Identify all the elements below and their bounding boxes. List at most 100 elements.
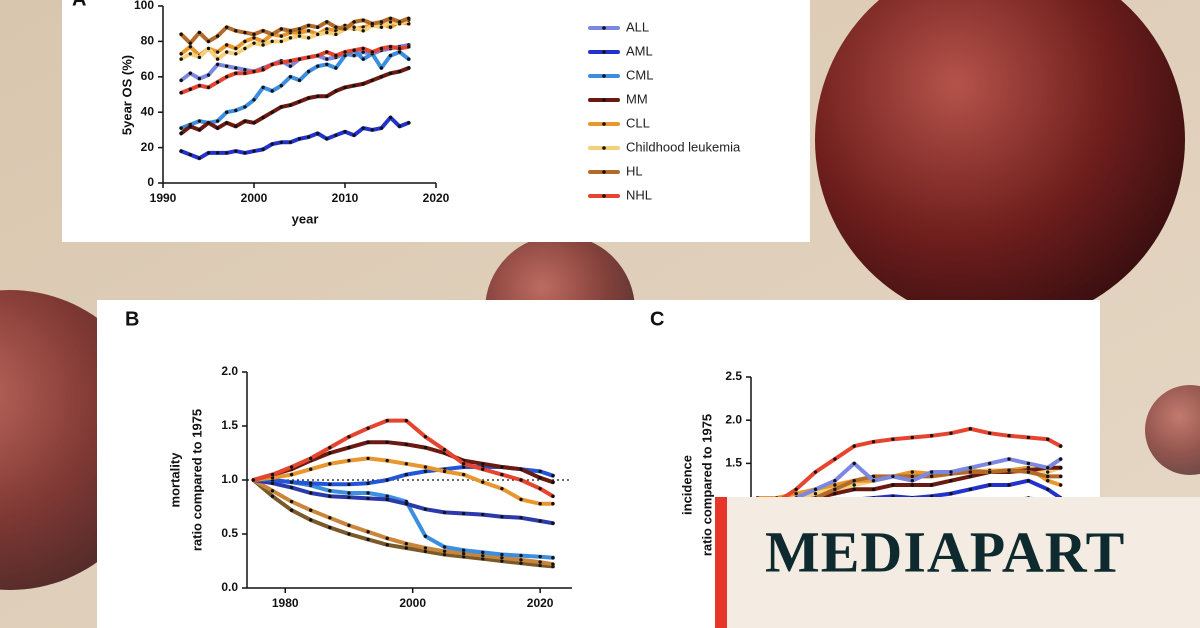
- legend-label: Childhood leukemia: [626, 139, 741, 154]
- data-point: [407, 16, 411, 21]
- data-point: [325, 57, 329, 61]
- data-point: [252, 41, 256, 45]
- data-point: [987, 470, 992, 474]
- data-point: [461, 548, 466, 552]
- data-point: [234, 71, 238, 75]
- data-point: [852, 461, 856, 466]
- data-point: [379, 126, 384, 130]
- panel-label: C: [650, 308, 664, 330]
- data-point: [361, 82, 365, 86]
- data-point: [1046, 466, 1050, 470]
- data-point: [538, 486, 542, 491]
- data-point: [366, 440, 370, 444]
- data-point: [500, 465, 504, 469]
- data-point: [261, 147, 265, 152]
- data-point: [423, 534, 428, 538]
- data-point: [852, 478, 856, 483]
- data-point: [197, 55, 202, 60]
- data-point: [538, 519, 542, 523]
- data-point: [188, 52, 192, 56]
- data-point: [347, 491, 351, 495]
- data-point: [833, 491, 837, 496]
- data-point: [270, 89, 274, 93]
- data-point: [379, 25, 384, 29]
- logo-block: MEDIAPART: [715, 497, 1200, 628]
- y-tick-label: 1.5: [221, 418, 238, 432]
- data-point: [929, 474, 934, 479]
- data-point: [551, 502, 555, 506]
- data-point: [225, 25, 229, 29]
- data-point: [334, 66, 338, 70]
- data-point: [261, 85, 265, 90]
- data-point: [361, 46, 365, 51]
- data-point: [289, 485, 294, 490]
- data-point: [252, 69, 256, 74]
- data-point: [316, 131, 320, 136]
- data-point: [234, 29, 238, 33]
- data-point: [188, 152, 192, 157]
- data-point: [243, 68, 247, 72]
- data-point: [1058, 457, 1063, 461]
- data-point: [366, 491, 370, 495]
- data-point: [388, 25, 393, 29]
- data-point: [423, 435, 428, 439]
- series-line: [179, 48, 411, 131]
- data-point: [179, 32, 183, 37]
- data-point: [270, 39, 274, 44]
- data-point: [289, 465, 294, 469]
- data-point: [385, 478, 389, 482]
- legend-label: CML: [626, 67, 653, 82]
- data-point: [197, 156, 202, 160]
- data-point: [461, 554, 466, 559]
- data-point: [538, 469, 542, 474]
- data-point: [929, 483, 934, 487]
- data-point: [309, 481, 313, 485]
- data-point: [197, 119, 202, 123]
- data-point: [252, 32, 256, 37]
- data-point: [442, 549, 447, 553]
- data-point: [243, 39, 247, 44]
- data-point: [279, 60, 283, 65]
- data-point: [297, 34, 302, 38]
- data-point: [261, 115, 265, 120]
- data-point: [1046, 437, 1050, 441]
- data-point: [261, 43, 265, 47]
- data-point: [352, 48, 356, 52]
- data-point: [343, 50, 347, 54]
- data-point: [891, 483, 895, 487]
- data-point: [343, 129, 347, 134]
- legend-label: CLL: [626, 115, 650, 130]
- data-point: [328, 451, 332, 455]
- data-point: [279, 140, 283, 144]
- data-point: [234, 52, 238, 56]
- data-point: [442, 545, 447, 549]
- data-point: [206, 46, 211, 51]
- data-point: [215, 50, 220, 54]
- data-point: [538, 502, 542, 506]
- data-point: [297, 137, 302, 141]
- data-point: [288, 140, 293, 144]
- data-point: [334, 133, 338, 137]
- legend-dot: [602, 170, 606, 174]
- data-point: [234, 149, 238, 153]
- data-point: [325, 137, 329, 141]
- data-point: [366, 530, 370, 534]
- data-point: [388, 115, 393, 120]
- panel-label: B: [125, 308, 139, 330]
- data-point: [179, 52, 183, 56]
- data-point: [361, 57, 365, 61]
- data-point: [215, 119, 220, 123]
- data-point: [309, 508, 313, 512]
- data-point: [261, 29, 265, 33]
- data-point: [289, 472, 294, 477]
- y-tick-label: 0.0: [221, 580, 238, 594]
- y-axis-title: incidence: [679, 455, 694, 515]
- legend-dot: [602, 146, 606, 150]
- data-point: [234, 46, 238, 51]
- logo-text: MEDIAPART: [765, 519, 1125, 584]
- legend-label: MM: [626, 91, 648, 106]
- data-point: [225, 75, 229, 79]
- data-point: [252, 36, 256, 40]
- data-point: [225, 64, 229, 68]
- data-point: [234, 108, 238, 113]
